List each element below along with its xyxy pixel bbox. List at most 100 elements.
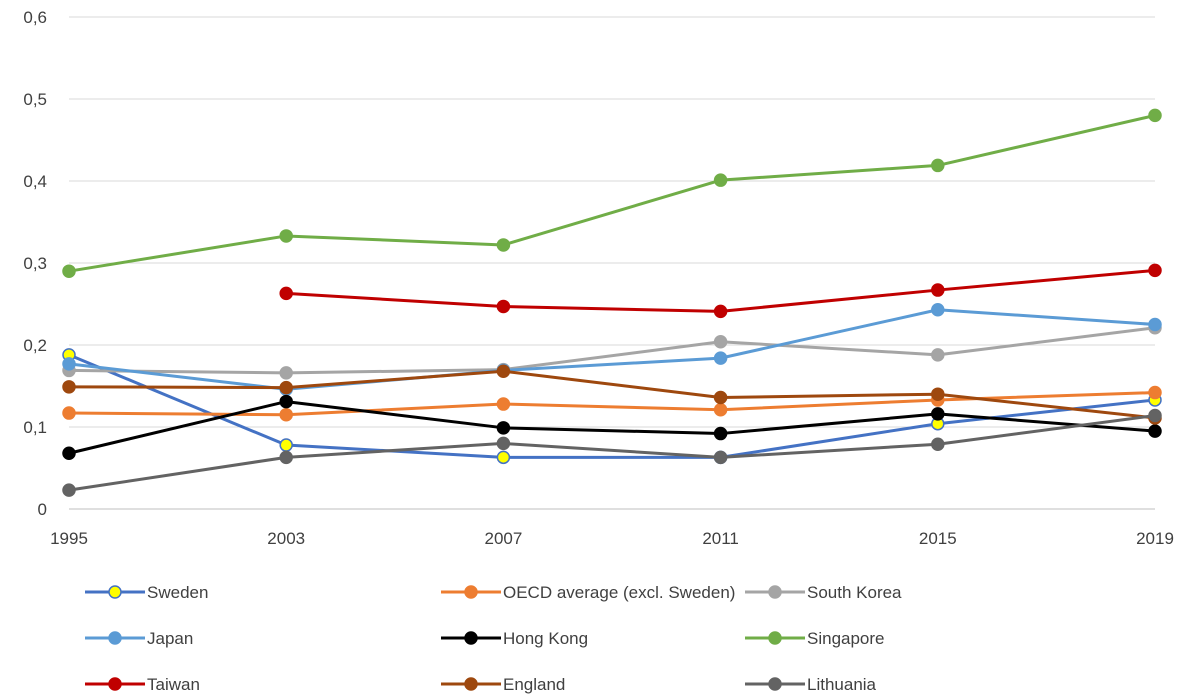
legend-label: South Korea	[807, 583, 902, 602]
data-point	[279, 438, 293, 452]
series-line	[68, 391, 1156, 417]
data-point	[496, 397, 511, 411]
y-tick-label: 0,3	[23, 254, 47, 273]
x-tick-label: 2011	[702, 529, 739, 548]
series-line	[68, 400, 1156, 455]
data-point	[62, 380, 76, 394]
legend-swatch-marker	[768, 585, 782, 599]
data-point	[496, 421, 511, 435]
y-tick-label: 0,2	[23, 336, 47, 355]
data-point	[1148, 424, 1162, 438]
data-point	[279, 286, 293, 301]
data-point	[496, 238, 511, 252]
data-point	[62, 483, 76, 497]
data-point	[1148, 263, 1162, 278]
data-point	[279, 394, 293, 409]
gridlines	[69, 16, 1155, 510]
legend-item: England	[441, 675, 565, 694]
series-line	[68, 308, 1156, 391]
legend: Sweden OECD average (excl. Sweden) South K…	[85, 583, 902, 694]
data-point	[62, 264, 76, 278]
legend-item: Singapore	[745, 629, 885, 648]
data-point	[496, 299, 511, 314]
series-line	[68, 353, 1156, 459]
data-point	[279, 229, 293, 243]
y-axis-tick-labels: 0 0,1 0,2 0,3 0,4 0,5 0,6	[23, 8, 47, 519]
data-point	[279, 380, 293, 395]
series-singapore	[62, 108, 1162, 278]
data-point	[62, 406, 76, 420]
y-tick-label: 0	[38, 500, 47, 519]
data-point	[496, 450, 511, 465]
data-point	[62, 446, 76, 460]
legend-swatch-marker	[768, 631, 782, 645]
data-point	[713, 334, 728, 349]
data-point	[713, 450, 728, 465]
legend-swatch-marker	[108, 631, 122, 645]
legend-label: Sweden	[147, 583, 208, 602]
series-line	[68, 414, 1156, 492]
data-point	[931, 437, 945, 451]
data-point	[279, 407, 293, 422]
series-japan	[62, 302, 1162, 397]
data-point	[1148, 108, 1162, 123]
series-hong-kong	[62, 394, 1162, 460]
y-tick-label: 0,5	[23, 90, 47, 109]
x-tick-label: 2003	[267, 529, 305, 548]
x-axis-tick-labels: 1995 2003 2007 2011 2015 2019	[50, 529, 1174, 548]
legend-label: Japan	[147, 629, 193, 648]
series-south-korea	[62, 321, 1162, 380]
data-point	[279, 450, 293, 465]
y-tick-label: 0,1	[23, 418, 47, 437]
data-point	[713, 426, 728, 441]
legend-item: Hong Kong	[441, 629, 588, 648]
y-tick-label: 0,6	[23, 8, 47, 27]
legend-swatch-marker	[768, 677, 782, 691]
data-point	[931, 407, 945, 421]
data-point	[931, 283, 945, 297]
data-point	[1148, 408, 1162, 423]
data-point	[713, 403, 728, 417]
x-tick-label: 2015	[919, 529, 957, 548]
series-line	[68, 369, 1156, 420]
data-point	[931, 158, 945, 173]
series-lithuania	[62, 408, 1162, 497]
legend-label: Lithuania	[807, 675, 877, 694]
legend-label: Taiwan	[147, 675, 200, 694]
legend-item: Taiwan	[85, 675, 200, 694]
data-point	[713, 390, 728, 405]
legend-label: Hong Kong	[503, 629, 588, 648]
legend-label: England	[503, 675, 565, 694]
series-taiwan	[279, 263, 1162, 319]
series-line	[68, 326, 1156, 375]
x-tick-label: 2007	[484, 529, 522, 548]
legend-swatch-marker	[108, 585, 122, 599]
data-point	[931, 387, 945, 401]
legend-item: OECD average (excl. Sweden)	[441, 583, 735, 602]
series-line	[68, 113, 1156, 273]
legend-label: Singapore	[807, 629, 885, 648]
legend-swatch-marker	[464, 631, 478, 645]
data-point	[713, 351, 728, 365]
x-tick-label: 1995	[50, 529, 88, 548]
legend-item: Lithuania	[745, 675, 877, 694]
legend-item: South Korea	[745, 583, 902, 602]
data-point	[1148, 385, 1162, 400]
data-point	[62, 357, 76, 371]
legend-item: Sweden	[85, 583, 208, 602]
data-point	[713, 304, 728, 319]
data-point	[713, 173, 728, 187]
legend-label: OECD average (excl. Sweden)	[503, 583, 735, 602]
data-point	[496, 436, 511, 451]
series-lines	[62, 108, 1162, 497]
y-tick-label: 0,4	[23, 172, 47, 191]
legend-swatch-marker	[464, 585, 478, 599]
legend-swatch-marker	[464, 677, 478, 691]
data-point	[931, 302, 945, 317]
data-point	[279, 366, 293, 380]
x-tick-label: 2019	[1136, 529, 1174, 548]
legend-item: Japan	[85, 629, 193, 648]
data-point	[496, 364, 511, 378]
data-point	[931, 348, 945, 362]
